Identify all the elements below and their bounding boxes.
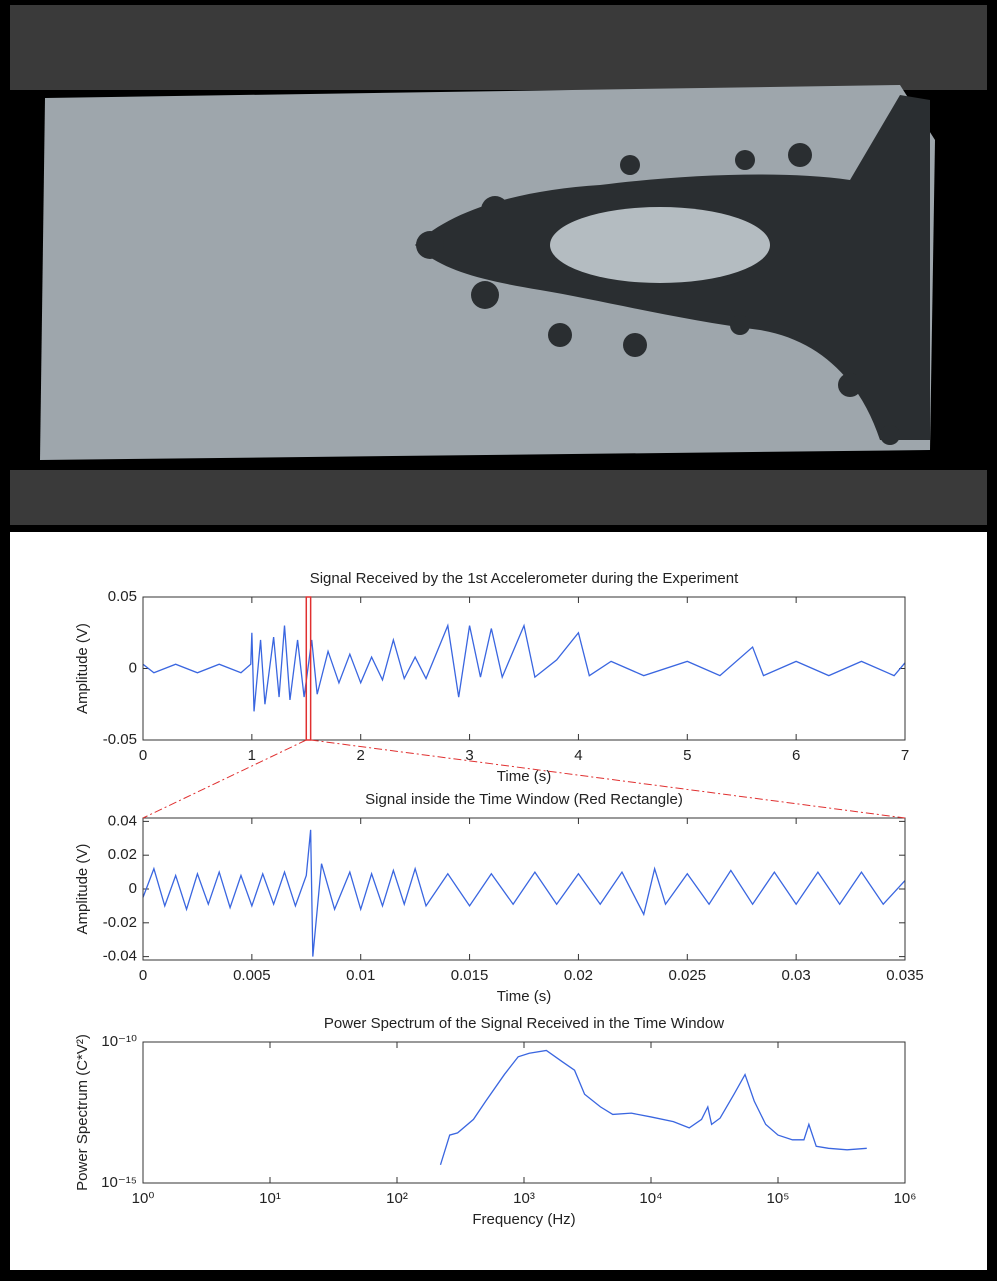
x-tick-label: 10⁶ bbox=[894, 1190, 917, 1207]
chart-title: Signal Received by the 1st Accelerometer… bbox=[310, 570, 739, 587]
y-axis-label: Power Spectrum (C*V²) bbox=[74, 1034, 91, 1191]
axes-box bbox=[142, 817, 906, 961]
signal-line bbox=[142, 623, 906, 712]
x-tick-label: 0.025 bbox=[669, 967, 707, 984]
signal-line bbox=[439, 1049, 867, 1166]
x-tick-label: 10³ bbox=[513, 1190, 535, 1207]
y-tick-label: 0.04 bbox=[108, 812, 137, 829]
y-tick-label: -0.02 bbox=[103, 914, 137, 931]
axes-box bbox=[142, 596, 906, 741]
x-tick-label: 10¹ bbox=[259, 1190, 281, 1207]
x-tick-label: 3 bbox=[465, 747, 473, 764]
x-tick-label: 0.02 bbox=[564, 967, 593, 984]
x-tick-label: 0 bbox=[139, 967, 147, 984]
y-axis-label: Amplitude (V) bbox=[74, 844, 91, 935]
x-tick-label: 0.03 bbox=[782, 967, 811, 984]
y-tick-label: 10⁻¹⁵ bbox=[101, 1174, 137, 1191]
photo-rail bbox=[10, 470, 987, 525]
x-axis-label: Frequency (Hz) bbox=[472, 1211, 575, 1228]
x-tick-label: 0 bbox=[139, 747, 147, 764]
x-tick-label: 5 bbox=[683, 747, 691, 764]
x-tick-label: 10⁰ bbox=[132, 1190, 155, 1207]
zoom-connector bbox=[142, 739, 307, 819]
x-axis-label: Time (s) bbox=[497, 768, 551, 785]
photo-branches bbox=[416, 143, 900, 445]
charts: Signal Received by the 1st Accelerometer… bbox=[74, 570, 924, 1228]
x-tick-label: 1 bbox=[248, 747, 256, 764]
y-tick-label: 0 bbox=[129, 880, 137, 897]
signal-line bbox=[142, 829, 906, 957]
x-tick-label: 0.01 bbox=[346, 967, 375, 984]
y-tick-label: 0.02 bbox=[108, 846, 137, 863]
x-tick-label: 0.035 bbox=[886, 967, 924, 984]
zoom-connector bbox=[310, 739, 906, 819]
x-tick-label: 10² bbox=[386, 1190, 408, 1207]
photo-rail bbox=[10, 5, 987, 90]
y-tick-label: -0.04 bbox=[103, 948, 137, 965]
axes-box bbox=[142, 1041, 906, 1184]
x-tick-label: 2 bbox=[357, 747, 365, 764]
x-tick-label: 6 bbox=[792, 747, 800, 764]
y-tick-label: 0.05 bbox=[108, 588, 137, 605]
x-tick-label: 4 bbox=[574, 747, 582, 764]
y-tick-label: 0 bbox=[129, 659, 137, 676]
y-tick-label: 10⁻¹⁰ bbox=[101, 1033, 137, 1050]
chart-title: Power Spectrum of the Signal Received in… bbox=[324, 1015, 724, 1032]
x-tick-label: 7 bbox=[901, 747, 909, 764]
photo bbox=[10, 5, 987, 525]
photo-core bbox=[550, 207, 770, 283]
x-tick-label: 0.015 bbox=[451, 967, 489, 984]
x-tick-label: 10⁴ bbox=[639, 1190, 662, 1207]
chart-title: Signal inside the Time Window (Red Recta… bbox=[365, 791, 683, 808]
time-window bbox=[305, 596, 312, 741]
x-axis-label: Time (s) bbox=[497, 988, 551, 1005]
x-tick-label: 0.005 bbox=[233, 967, 271, 984]
plot-panel bbox=[10, 532, 987, 1270]
y-tick-label: -0.05 bbox=[103, 731, 137, 748]
x-tick-label: 10⁵ bbox=[767, 1190, 790, 1207]
y-axis-label: Amplitude (V) bbox=[74, 623, 91, 714]
